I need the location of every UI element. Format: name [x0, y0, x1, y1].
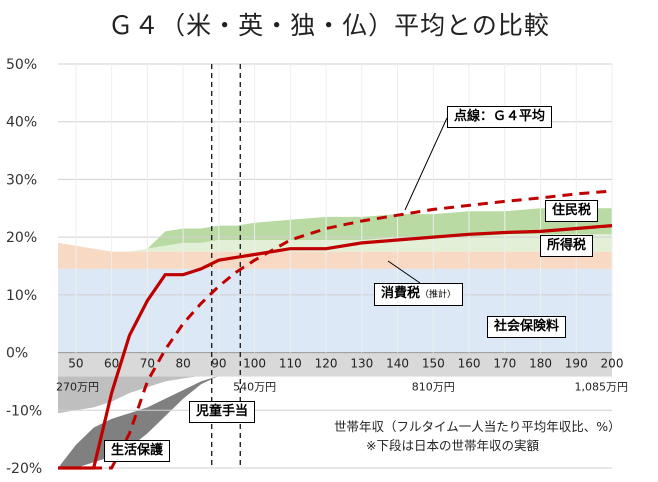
x-tick-label: 120 — [315, 357, 338, 371]
y-tick-label: 50% — [6, 57, 37, 73]
income-amount-label: 810万円 — [412, 381, 455, 394]
x-axis-label: 世帯年収（フルタイム一人当たり平均年収比、%） — [334, 419, 621, 434]
chart-title: Ｇ４（米・英・独・仏）平均との比較 — [108, 11, 550, 40]
g4-average-label: 点線：Ｇ４平均 — [447, 106, 553, 128]
x-tick-label: 180 — [529, 357, 552, 371]
social-insurance-label: 社会保険料 — [487, 316, 567, 338]
g4-leader-line — [404, 117, 448, 211]
x-tick-band — [58, 352, 612, 377]
x-tick-label: 150 — [422, 357, 445, 371]
resident-tax-label: 住民税 — [545, 200, 599, 222]
y-tick-label: 10% — [6, 288, 37, 304]
x-tick-label: 70 — [140, 357, 155, 371]
income-amount-label: 540万円 — [233, 381, 276, 394]
x-tick-label: 160 — [458, 357, 481, 371]
y-tick-label: -10% — [6, 403, 42, 419]
x-tick-label: 200 — [601, 357, 624, 371]
resident-tax-area — [58, 208, 612, 252]
japan-line — [58, 224, 613, 470]
y-tick-label: 30% — [6, 172, 37, 188]
x-tick-label: 90 — [211, 357, 226, 371]
x-tick-label: 130 — [350, 357, 373, 371]
child-allowance-label: 児童手当 — [189, 401, 256, 423]
social-insurance-area — [58, 268, 612, 353]
x-tick-label: 50 — [68, 357, 83, 371]
income-amount-label: 270万円 — [56, 381, 99, 394]
x-axis-note: ※下段は日本の世帯年収の実額 — [366, 438, 539, 453]
consumption-tax-text: 消費税 — [381, 286, 421, 301]
x-tick-label: 140 — [386, 357, 409, 371]
y-tick-label: 40% — [6, 115, 37, 131]
consumption-tax-label: 消費税（推計） — [374, 283, 464, 306]
x-tick-label: 170 — [493, 357, 516, 371]
y-tick-label: 20% — [6, 230, 37, 246]
x-tick-label: 60 — [104, 357, 119, 371]
y-tick-label: 0% — [6, 346, 28, 362]
x-tick-label: 190 — [565, 357, 588, 371]
consumption-leader-line — [387, 260, 421, 284]
x-tick-label: 110 — [279, 357, 302, 371]
x-tick-label: 80 — [175, 357, 190, 371]
welfare-label: 生活保護 — [104, 440, 171, 462]
income-tax-area — [58, 234, 612, 252]
consumption-tax-note: （推計） — [420, 290, 457, 300]
consumption-tax-area — [58, 242, 612, 269]
income-tax-label: 所得税 — [540, 235, 594, 257]
y-tick-label: -20% — [6, 461, 42, 477]
x-tick-label: 100 — [243, 357, 266, 371]
income-amount-label: 1,085万円 — [575, 381, 629, 394]
